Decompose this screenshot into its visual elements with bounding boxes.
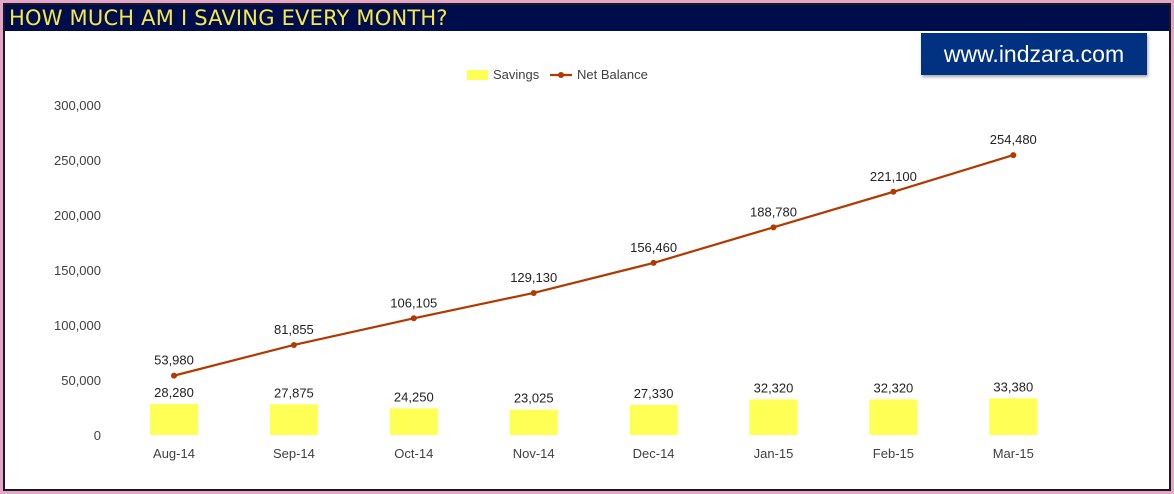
x-tick-label: Oct-14 bbox=[394, 446, 433, 461]
net-balance-data-label: 221,100 bbox=[870, 169, 917, 184]
savings-data-label: 33,380 bbox=[993, 379, 1033, 394]
y-tick-label: 150,000 bbox=[54, 263, 101, 278]
savings-data-label: 27,875 bbox=[274, 385, 314, 400]
y-tick-label: 250,000 bbox=[54, 153, 101, 168]
net-balance-point bbox=[171, 372, 177, 379]
x-tick-label: Dec-14 bbox=[633, 446, 675, 461]
x-tick-label: Aug-14 bbox=[153, 446, 195, 461]
website-link[interactable]: www.indzara.com bbox=[921, 33, 1147, 75]
legend-net-balance-marker bbox=[558, 72, 564, 78]
net-balance-point bbox=[650, 259, 657, 266]
y-tick-label: 200,000 bbox=[54, 208, 101, 223]
savings-bar bbox=[869, 399, 918, 435]
savings-bar bbox=[269, 404, 318, 435]
net-balance-data-label: 156,460 bbox=[630, 240, 677, 255]
legend-savings-swatch bbox=[467, 70, 488, 80]
savings-bar bbox=[389, 408, 438, 435]
x-tick-label: Feb-15 bbox=[873, 446, 914, 461]
legend-net-balance-label: Net Balance bbox=[577, 67, 648, 82]
net-balance-data-label: 254,480 bbox=[990, 132, 1037, 147]
net-balance-point bbox=[1010, 152, 1017, 159]
net-balance-data-label: 188,780 bbox=[750, 204, 797, 219]
y-tick-label: 50,000 bbox=[61, 373, 101, 388]
savings-bar bbox=[629, 404, 678, 435]
net-balance-line bbox=[173, 154, 1014, 377]
y-tick-label: 300,000 bbox=[54, 98, 101, 113]
legend-savings-label: Savings bbox=[493, 67, 540, 82]
y-tick-label: 100,000 bbox=[54, 318, 101, 333]
savings-data-label: 32,320 bbox=[754, 380, 794, 395]
x-tick-label: Mar-15 bbox=[993, 446, 1034, 461]
x-tick-label: Jan-15 bbox=[754, 446, 794, 461]
savings-data-label: 23,025 bbox=[514, 391, 554, 406]
net-balance-point bbox=[290, 341, 297, 348]
net-balance-data-label: 106,105 bbox=[390, 295, 437, 310]
savings-data-label: 32,320 bbox=[874, 380, 914, 395]
x-tick-label: Nov-14 bbox=[513, 446, 555, 461]
savings-data-label: 28,280 bbox=[154, 385, 194, 400]
savings-bar bbox=[150, 403, 198, 435]
net-balance-point bbox=[890, 188, 897, 195]
net-balance-data-label: 81,855 bbox=[274, 322, 314, 337]
savings-bar bbox=[509, 409, 558, 435]
y-tick-label: 0 bbox=[94, 428, 101, 443]
net-balance-point bbox=[530, 289, 537, 296]
net-balance-data-label: 53,980 bbox=[154, 353, 194, 368]
page-title: HOW MUCH AM I SAVING EVERY MONTH? bbox=[5, 5, 1169, 31]
net-balance-point bbox=[770, 224, 777, 231]
net-balance-data-label: 129,130 bbox=[510, 270, 557, 285]
x-tick-label: Sep-14 bbox=[273, 446, 315, 461]
savings-bar bbox=[749, 399, 798, 435]
savings-data-label: 27,330 bbox=[634, 386, 674, 401]
savings-bar bbox=[989, 398, 1038, 435]
net-balance-point bbox=[410, 315, 417, 322]
savings-data-label: 24,250 bbox=[394, 389, 434, 404]
